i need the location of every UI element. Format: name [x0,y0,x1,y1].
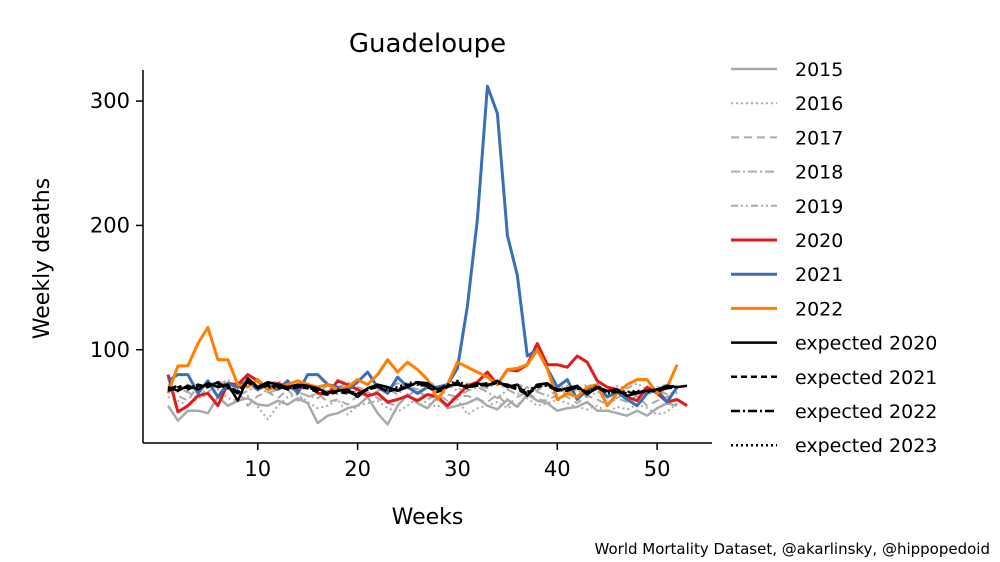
legend-label-3: 2018 [795,162,843,184]
series-line-11 [167,379,678,395]
series-line-0 [166,393,678,426]
legend-label-5: 2020 [795,230,843,252]
legend-label-2: 2017 [795,127,843,149]
series-line-1 [167,388,678,421]
legend-label-10: expected 2022 [795,401,937,423]
legend-label-11: expected 2023 [795,435,937,457]
y-tick-label: 100 [90,338,130,362]
y-tick-label: 300 [90,89,130,113]
legend-label-1: 2016 [795,93,843,115]
legend-label-8: expected 2020 [795,333,937,355]
legend-label-0: 2015 [795,59,843,81]
legend-label-4: 2019 [795,196,843,218]
legend-label-6: 2021 [795,264,843,286]
x-tick-label: 30 [444,457,471,481]
credit-text: World Mortality Dataset, @akarlinsky, @h… [594,540,990,558]
series-line-3 [167,381,678,400]
legend-label-7: 2022 [795,298,843,320]
series-line-6 [167,84,679,408]
legend-label-9: expected 2021 [795,367,937,389]
x-axis-label: Weeks [392,505,464,530]
y-tick-label: 200 [90,213,130,237]
series-line-5 [166,342,688,414]
x-tick-label: 40 [544,457,571,481]
y-axis-label: Weekly deaths [30,178,55,339]
x-tick-label: 20 [344,457,371,481]
x-tick-label: 50 [644,457,671,481]
chart-title: Guadeloupe [349,29,506,59]
x-tick-label: 10 [244,457,271,481]
series-line-10 [167,380,678,396]
